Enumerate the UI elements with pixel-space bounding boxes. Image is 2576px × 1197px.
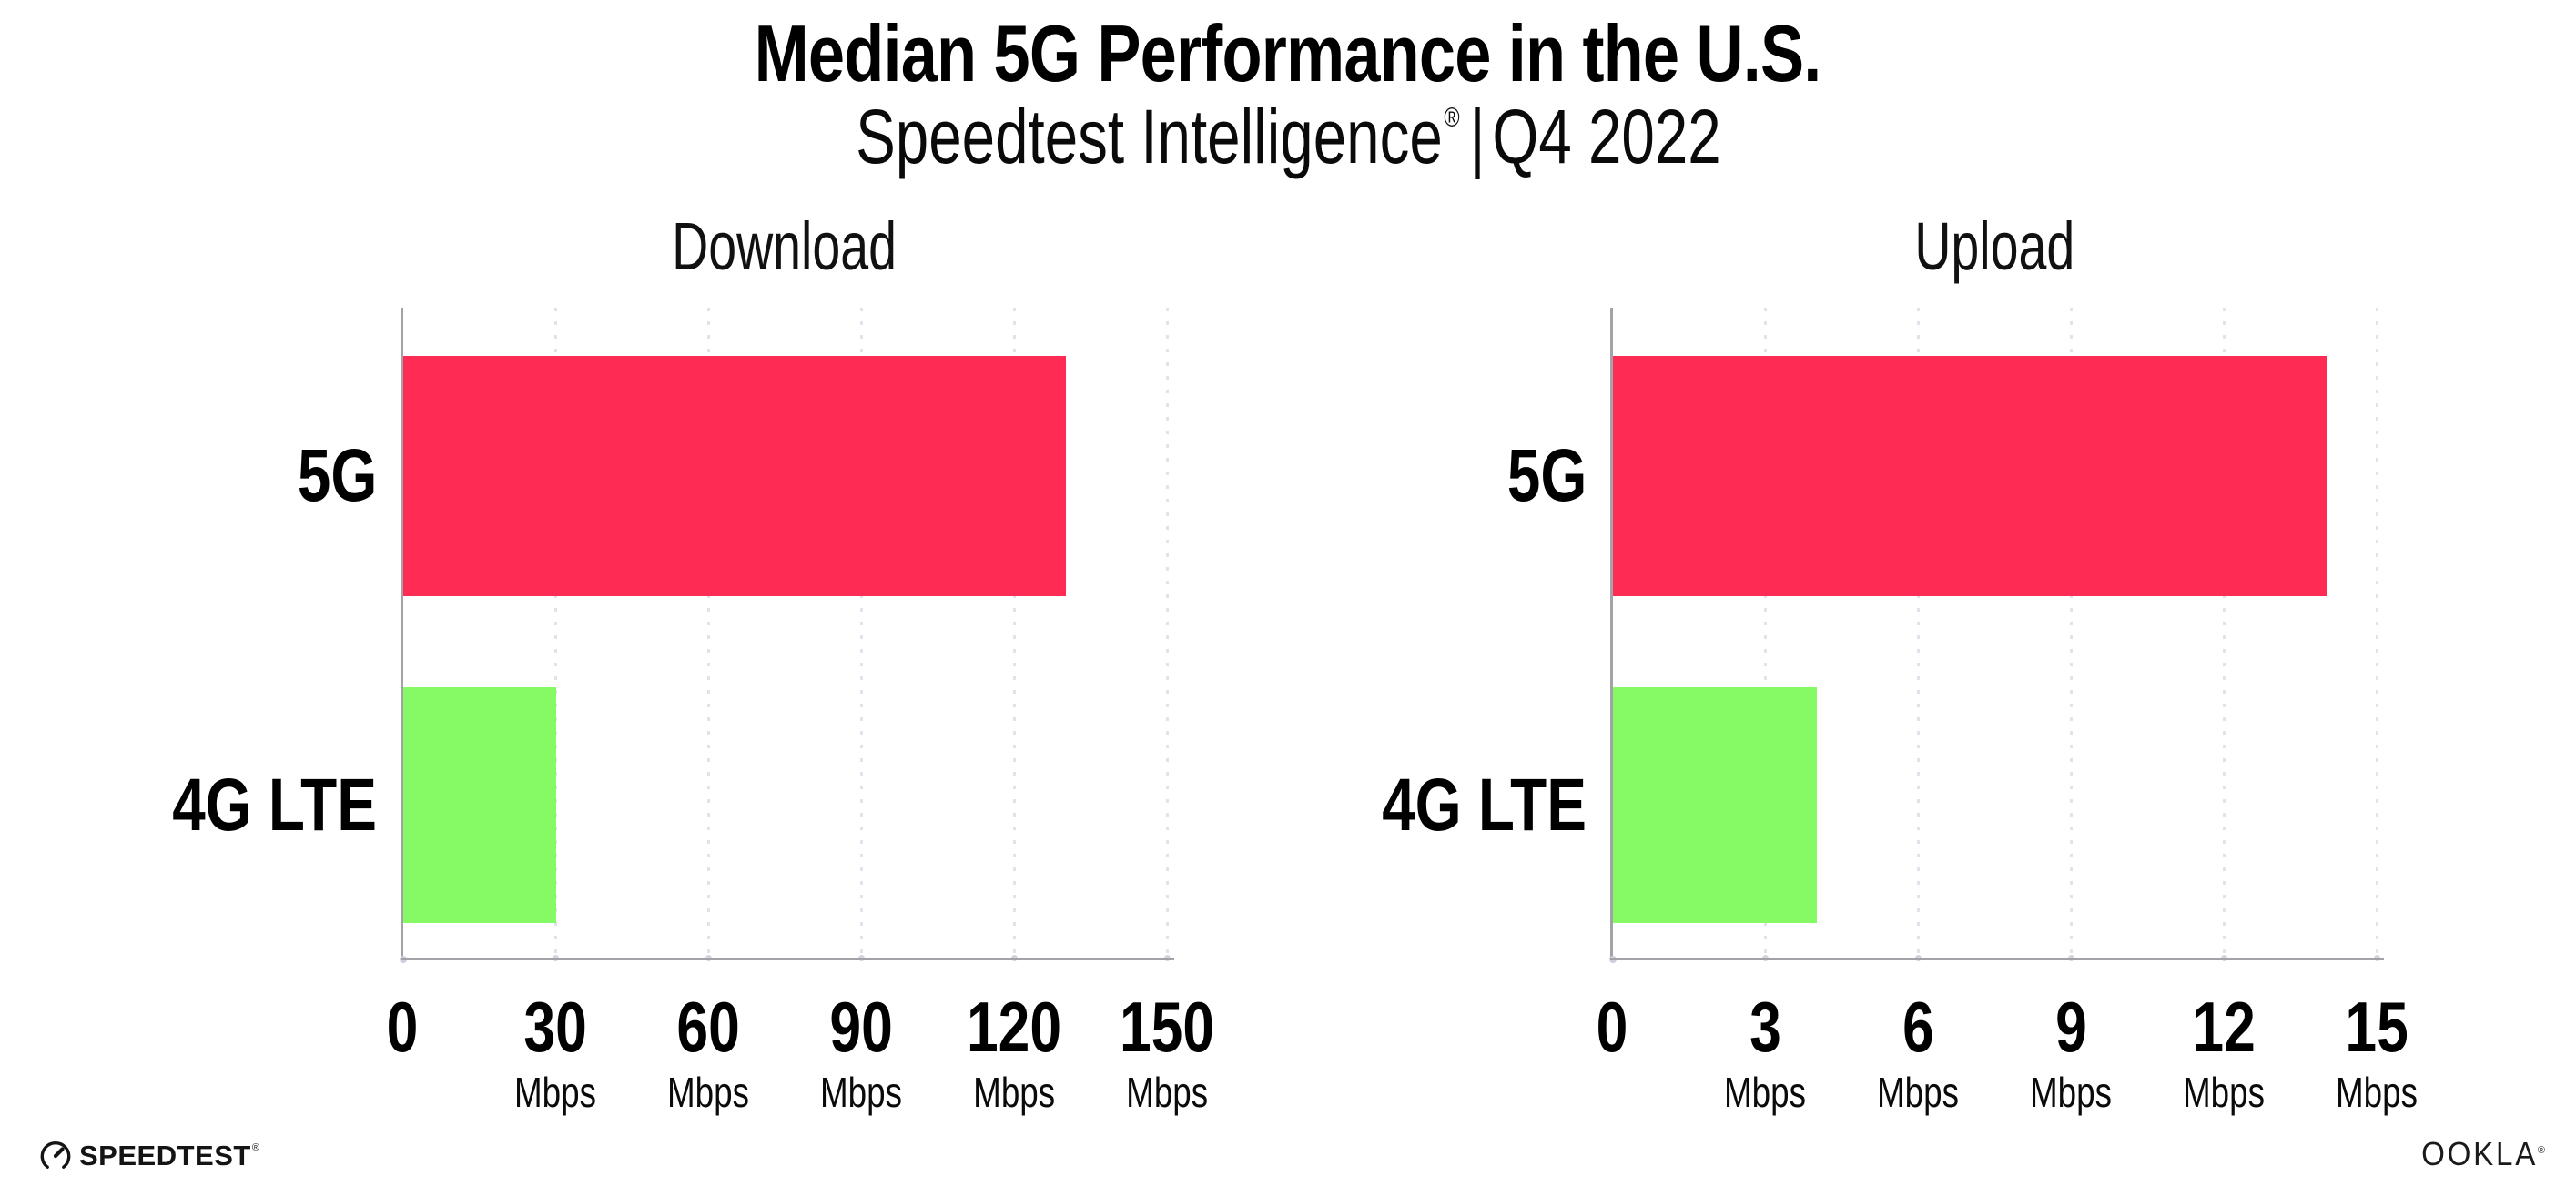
x-tick-150: 150 Mbps xyxy=(1108,991,1226,1113)
category-label-4g-lte: 4G LTE xyxy=(0,768,377,843)
category-label-5g-text: 5G xyxy=(297,434,377,517)
gridline xyxy=(1163,308,1171,961)
x-tick-9: 9 Mbps xyxy=(2020,991,2122,1113)
x-tick-30: 30 Mbps xyxy=(504,991,606,1113)
category-label-4g-lte-text: 4G LTE xyxy=(172,764,377,847)
y-axis-line xyxy=(401,308,403,959)
tick-value: 9 xyxy=(2054,987,2087,1067)
tick-unit: Mbps xyxy=(973,1069,1055,1116)
tick-value: 120 xyxy=(966,987,1062,1067)
tick-value: 6 xyxy=(1902,987,1934,1067)
subtitle-brand: Speedtest Intelligence xyxy=(855,94,1443,179)
x-tick-3: 3 Mbps xyxy=(1714,991,1816,1113)
speedtest-gauge-icon xyxy=(40,1141,71,1169)
download-chart-heading-text: Download xyxy=(672,208,898,284)
page-title-text: Median 5G Performance in the U.S. xyxy=(755,8,1822,98)
x-tick-12: 12 Mbps xyxy=(2173,991,2275,1113)
ookla-wordmark: OOKLA xyxy=(2420,1135,2538,1172)
x-tick-0: 0 xyxy=(1592,991,1631,1062)
tick-value: 0 xyxy=(1596,987,1628,1067)
category-label-5g-text: 5G xyxy=(1506,434,1587,517)
category-label-4g-lte: 4G LTE xyxy=(1204,768,1587,843)
gridline xyxy=(2373,308,2380,961)
ookla-logo: OOKLA ® xyxy=(2411,1138,2545,1171)
x-axis-line xyxy=(1610,958,2384,960)
category-label-5g: 5G xyxy=(0,439,377,513)
tick-unit: Mbps xyxy=(514,1069,596,1116)
upload-chart-heading-text: Upload xyxy=(1914,208,2074,284)
x-tick-90: 90 Mbps xyxy=(810,991,912,1113)
tick-unit: Mbps xyxy=(820,1069,902,1116)
x-tick-120: 120 Mbps xyxy=(955,991,1073,1113)
tick-value: 30 xyxy=(523,987,587,1067)
tick-value: 0 xyxy=(386,987,419,1067)
subtitle-divider: | xyxy=(1469,94,1486,179)
x-tick-0: 0 xyxy=(382,991,421,1062)
bar-5g-upload xyxy=(1613,356,2327,596)
tick-value: 3 xyxy=(1749,987,1781,1067)
tick-unit: Mbps xyxy=(2030,1069,2112,1116)
page-subtitle: Speedtest Intelligence® |Q4 2022 xyxy=(0,93,2576,181)
upload-chart: Upload 5G 4G LTE 0 3 Mbps 6 Mbps 9 xyxy=(1382,213,2418,1114)
x-tick-6: 6 Mbps xyxy=(1867,991,1969,1113)
tick-unit: Mbps xyxy=(2183,1069,2265,1116)
bar-5g-download xyxy=(403,356,1066,596)
speedtest-logo: SPEEDTEST ® xyxy=(40,1136,259,1176)
category-label-4g-lte-text: 4G LTE xyxy=(1382,764,1587,847)
tick-value: 12 xyxy=(2192,987,2256,1067)
download-chart: Download 5G 4G LTE 0 30 Mbps 60 Mbps xyxy=(172,213,1214,1114)
category-label-5g: 5G xyxy=(1204,439,1587,513)
x-tick-15: 15 Mbps xyxy=(2326,991,2428,1113)
x-axis-line xyxy=(401,958,1174,960)
tick-value: 90 xyxy=(829,987,893,1067)
registered-trademark-icon: ® xyxy=(1443,103,1460,133)
tick-unit: Mbps xyxy=(1126,1069,1208,1116)
download-chart-heading: Download xyxy=(402,213,1167,280)
tick-unit: Mbps xyxy=(667,1069,749,1116)
bar-4g-lte-download xyxy=(403,687,556,923)
tick-value: 60 xyxy=(676,987,740,1067)
tick-unit: Mbps xyxy=(2336,1069,2418,1116)
y-axis-line xyxy=(1610,308,1613,959)
upload-chart-heading: Upload xyxy=(1612,213,2377,280)
page-subtitle-text: Speedtest Intelligence® |Q4 2022 xyxy=(856,93,1721,181)
tick-value: 15 xyxy=(2345,987,2409,1067)
bar-4g-lte-upload xyxy=(1613,687,1817,923)
tick-value: 150 xyxy=(1119,987,1215,1067)
page-title: Median 5G Performance in the U.S. xyxy=(0,7,2576,99)
ookla-registered-icon: ® xyxy=(2537,1145,2545,1156)
tick-unit: Mbps xyxy=(1877,1069,1959,1116)
speedtest-wordmark: SPEEDTEST xyxy=(79,1140,251,1172)
x-tick-60: 60 Mbps xyxy=(657,991,759,1113)
speedtest-registered-icon: ® xyxy=(251,1142,259,1153)
tick-unit: Mbps xyxy=(1724,1069,1806,1116)
subtitle-period: Q4 2022 xyxy=(1491,94,1721,179)
